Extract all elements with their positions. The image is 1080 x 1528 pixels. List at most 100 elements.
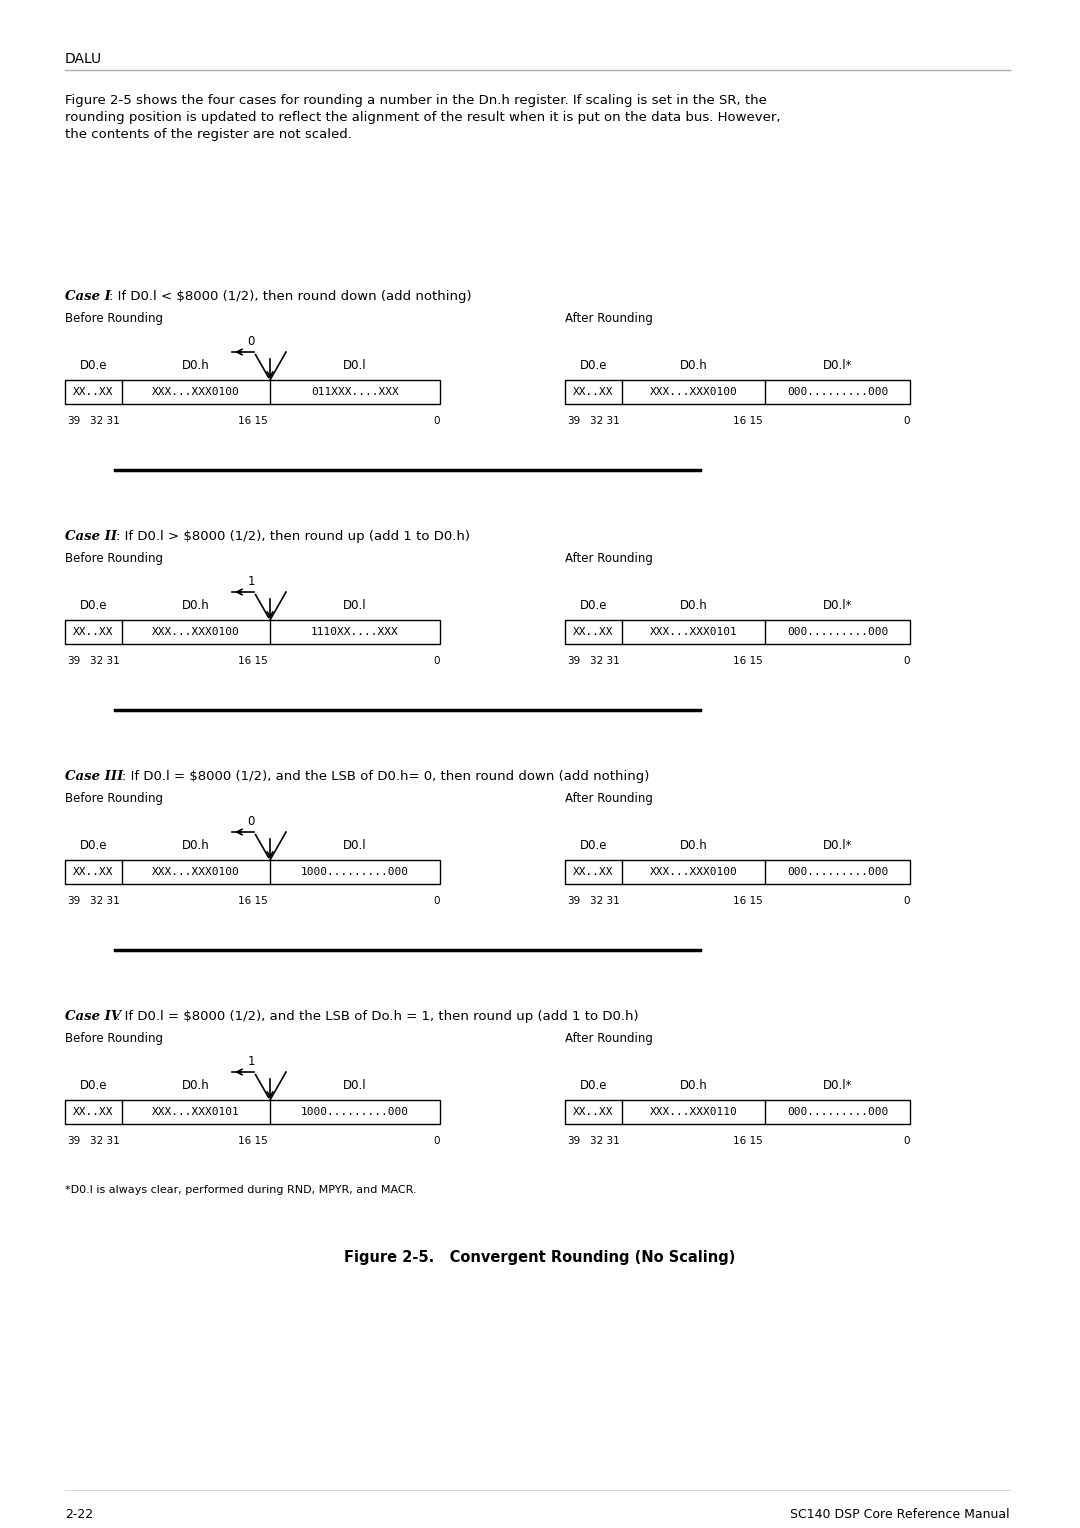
- Text: 16 15: 16 15: [239, 895, 268, 906]
- Text: 32 31: 32 31: [91, 1135, 120, 1146]
- Text: D0.e: D0.e: [80, 839, 107, 853]
- Text: Case III: Case III: [65, 770, 123, 782]
- Bar: [65, 860, 440, 885]
- Text: 32 31: 32 31: [591, 416, 620, 426]
- Text: Case II: Case II: [65, 530, 117, 542]
- Text: 000.........000: 000.........000: [787, 1106, 888, 1117]
- Text: After Rounding: After Rounding: [565, 792, 653, 805]
- Text: Before Rounding: Before Rounding: [65, 1031, 163, 1045]
- Text: : If D0.l < $8000 (1/2), then round down (add nothing): : If D0.l < $8000 (1/2), then round down…: [109, 290, 472, 303]
- Text: D0.h: D0.h: [679, 1079, 707, 1093]
- Text: 1: 1: [247, 575, 255, 588]
- Text: Figure 2-5.   Convergent Rounding (No Scaling): Figure 2-5. Convergent Rounding (No Scal…: [345, 1250, 735, 1265]
- Text: 011XXX....XXX: 011XXX....XXX: [311, 387, 399, 397]
- Text: 39: 39: [67, 1135, 80, 1146]
- Text: XXX...XXX0101: XXX...XXX0101: [650, 626, 738, 637]
- Text: Before Rounding: Before Rounding: [65, 312, 163, 325]
- Bar: [565, 860, 910, 885]
- Text: 32 31: 32 31: [91, 656, 120, 666]
- Text: 32 31: 32 31: [591, 656, 620, 666]
- Text: D0.l: D0.l: [343, 839, 367, 853]
- Text: D0.h: D0.h: [679, 599, 707, 613]
- Text: : If D0.l = $8000 (1/2), and the LSB of D0.h= 0, then round down (add nothing): : If D0.l = $8000 (1/2), and the LSB of …: [122, 770, 650, 782]
- Text: XXX...XXX0100: XXX...XXX0100: [152, 626, 240, 637]
- Bar: [65, 620, 440, 643]
- Text: D0.e: D0.e: [80, 359, 107, 371]
- Text: 1000.........000: 1000.........000: [301, 1106, 409, 1117]
- Text: 000.........000: 000.........000: [787, 866, 888, 877]
- Text: 1110XX....XXX: 1110XX....XXX: [311, 626, 399, 637]
- Text: After Rounding: After Rounding: [565, 312, 653, 325]
- Text: 39: 39: [567, 656, 580, 666]
- Text: D0.h: D0.h: [183, 1079, 210, 1093]
- Text: D0.l*: D0.l*: [823, 359, 852, 371]
- Text: After Rounding: After Rounding: [565, 552, 653, 565]
- Text: 0: 0: [904, 656, 910, 666]
- Bar: [565, 620, 910, 643]
- Text: XXX...XXX0110: XXX...XXX0110: [650, 1106, 738, 1117]
- Text: D0.e: D0.e: [80, 1079, 107, 1093]
- Text: 16 15: 16 15: [239, 1135, 268, 1146]
- Text: D0.h: D0.h: [679, 839, 707, 853]
- Text: 0: 0: [904, 416, 910, 426]
- Text: D0.h: D0.h: [183, 359, 210, 371]
- Text: D0.e: D0.e: [580, 839, 607, 853]
- Text: 16 15: 16 15: [733, 416, 762, 426]
- Text: XX..XX: XX..XX: [573, 626, 613, 637]
- Text: 000.........000: 000.........000: [787, 387, 888, 397]
- Text: After Rounding: After Rounding: [565, 1031, 653, 1045]
- Text: 32 31: 32 31: [91, 416, 120, 426]
- Text: SC140 DSP Core Reference Manual: SC140 DSP Core Reference Manual: [791, 1508, 1010, 1520]
- Text: XX..XX: XX..XX: [73, 1106, 113, 1117]
- Bar: [565, 380, 910, 403]
- Text: 0: 0: [247, 335, 255, 348]
- Text: D0.e: D0.e: [580, 599, 607, 613]
- Text: D0.h: D0.h: [183, 599, 210, 613]
- Text: 39: 39: [67, 656, 80, 666]
- Text: 16 15: 16 15: [733, 895, 762, 906]
- Text: XX..XX: XX..XX: [573, 866, 613, 877]
- Text: 0: 0: [904, 895, 910, 906]
- Text: the contents of the register are not scaled.: the contents of the register are not sca…: [65, 128, 352, 141]
- Text: XXX...XXX0100: XXX...XXX0100: [152, 387, 240, 397]
- Text: 16 15: 16 15: [733, 1135, 762, 1146]
- Text: XXX...XXX0100: XXX...XXX0100: [152, 866, 240, 877]
- Text: 16 15: 16 15: [239, 416, 268, 426]
- Text: Case I: Case I: [65, 290, 111, 303]
- Text: XXX...XXX0101: XXX...XXX0101: [152, 1106, 240, 1117]
- Text: : If D0.l = $8000 (1/2), and the LSB of Do.h = 1, then round up (add 1 to D0.h): : If D0.l = $8000 (1/2), and the LSB of …: [116, 1010, 638, 1024]
- Text: Before Rounding: Before Rounding: [65, 792, 163, 805]
- Text: DALU: DALU: [65, 52, 103, 66]
- Text: D0.l*: D0.l*: [823, 599, 852, 613]
- Text: XX..XX: XX..XX: [573, 1106, 613, 1117]
- Text: D0.l: D0.l: [343, 1079, 367, 1093]
- Text: Figure 2-5 shows the four cases for rounding a number in the Dn.h register. If s: Figure 2-5 shows the four cases for roun…: [65, 95, 767, 107]
- Text: D0.h: D0.h: [183, 839, 210, 853]
- Text: 16 15: 16 15: [239, 656, 268, 666]
- Text: D0.l*: D0.l*: [823, 1079, 852, 1093]
- Text: D0.l: D0.l: [343, 359, 367, 371]
- Text: XXX...XXX0100: XXX...XXX0100: [650, 387, 738, 397]
- Text: XX..XX: XX..XX: [73, 626, 113, 637]
- Text: Case IV: Case IV: [65, 1010, 121, 1024]
- Text: 0: 0: [433, 1135, 440, 1146]
- Bar: [65, 1100, 440, 1125]
- Text: 32 31: 32 31: [91, 895, 120, 906]
- Text: 000.........000: 000.........000: [787, 626, 888, 637]
- Text: D0.e: D0.e: [580, 1079, 607, 1093]
- Text: *D0.l is always clear, performed during RND, MPYR, and MACR.: *D0.l is always clear, performed during …: [65, 1186, 417, 1195]
- Text: 0: 0: [904, 1135, 910, 1146]
- Text: XX..XX: XX..XX: [573, 387, 613, 397]
- Text: 39: 39: [67, 416, 80, 426]
- Text: rounding position is updated to reflect the alignment of the result when it is p: rounding position is updated to reflect …: [65, 112, 781, 124]
- Bar: [65, 380, 440, 403]
- Text: Before Rounding: Before Rounding: [65, 552, 163, 565]
- Text: 39: 39: [567, 895, 580, 906]
- Text: XX..XX: XX..XX: [73, 866, 113, 877]
- Text: D0.e: D0.e: [580, 359, 607, 371]
- Text: 2-22: 2-22: [65, 1508, 93, 1520]
- Text: : If D0.l > $8000 (1/2), then round up (add 1 to D0.h): : If D0.l > $8000 (1/2), then round up (…: [116, 530, 470, 542]
- Text: 1: 1: [247, 1054, 255, 1068]
- Text: 39: 39: [567, 1135, 580, 1146]
- Text: 0: 0: [247, 814, 255, 828]
